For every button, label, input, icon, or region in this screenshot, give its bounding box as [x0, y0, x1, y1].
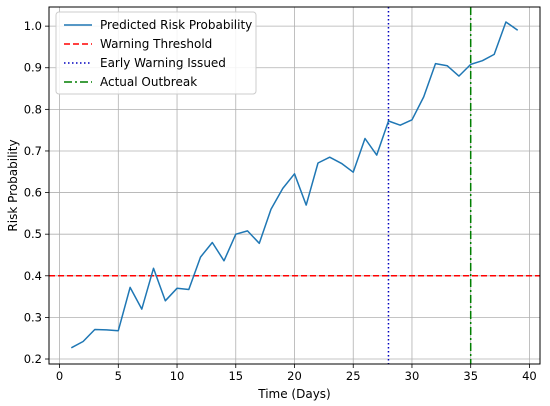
y-tick-label: 1.0: [24, 19, 42, 33]
x-axis-label: Time (Days): [257, 387, 331, 401]
y-tick-label: 0.9: [24, 61, 42, 75]
legend-box: [55, 11, 257, 95]
y-tick-label: 0.5: [24, 227, 42, 241]
y-axis-label: Risk Probability: [6, 139, 20, 231]
y-tick-label: 0.3: [24, 310, 42, 324]
legend-label: Actual Outbreak: [100, 75, 197, 89]
ticks: 0 5 10 15 20 25 30 35 40 0.2 0.3 0.4 0.5 0.6 0.7 0.8 0.9…: [24, 19, 537, 383]
y-tick-label: 0.8: [24, 102, 42, 116]
series-layer: [70, 21, 519, 349]
reference-lines: [49, 7, 540, 364]
legend-label: Warning Threshold: [100, 37, 212, 51]
y-tick-label: 0.2: [24, 352, 42, 366]
legend-label: Early Warning Issued: [100, 56, 226, 70]
x-tick-label: 5: [115, 369, 122, 383]
legend: Predicted Risk Probability Warning Thresh…: [55, 11, 257, 95]
x-tick-label: 35: [463, 369, 478, 383]
y-tick-label: 0.4: [24, 269, 42, 283]
x-tick-label: 10: [170, 369, 185, 383]
x-tick-label: 15: [228, 369, 243, 383]
y-tick-label: 0.7: [24, 144, 42, 158]
x-tick-label: 40: [522, 369, 537, 383]
x-tick-label: 25: [346, 369, 361, 383]
series-line: [70, 21, 519, 349]
y-tick-label: 0.6: [24, 186, 42, 200]
x-tick-label: 30: [405, 369, 420, 383]
x-tick-label: 20: [287, 369, 302, 383]
x-tick-label: 0: [56, 369, 63, 383]
legend-label: Predicted Risk Probability: [100, 18, 252, 32]
